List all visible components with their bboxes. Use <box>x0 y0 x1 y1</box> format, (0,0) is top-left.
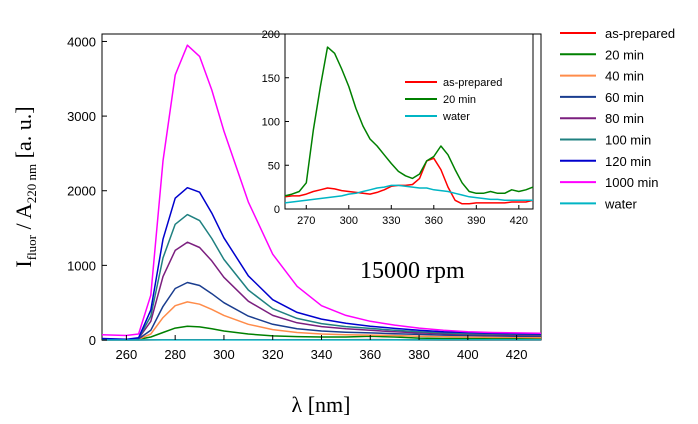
legend-label: 80 min <box>605 111 644 126</box>
legend-label: 120 min <box>605 154 651 169</box>
legend-label: as-prepared <box>605 26 675 41</box>
inset-legend: as-prepared 20 min water <box>405 77 502 123</box>
y-tick-label: 4000 <box>67 34 96 49</box>
legend-label: 1000 min <box>605 175 658 190</box>
inset-x-tick-label: 420 <box>510 215 528 227</box>
series-line-120-min <box>101 186 542 341</box>
y-axis-label: Ifluor / A220 nm [a. u.] <box>11 106 39 267</box>
x-tick-label: 260 <box>116 347 138 362</box>
legend-label: water <box>604 196 637 211</box>
main-legend: as-prepared 20 min 40 min 60 min 80 min 100 m… <box>560 26 675 211</box>
inset-plot-area <box>284 33 534 210</box>
series-line-100-min <box>101 213 542 341</box>
x-axis-label: λ [nm] <box>292 392 351 417</box>
inset-y-tick-label: 0 <box>274 204 280 216</box>
x-tick-label: 340 <box>311 347 333 362</box>
inset-series-line-water <box>284 184 533 204</box>
series-line-60-min <box>101 281 541 341</box>
rpm-annotation: 15000 rpm <box>360 258 465 284</box>
inset-x-tick-label: 390 <box>467 215 485 227</box>
legend-label: 60 min <box>605 90 644 105</box>
inset-y-tick-label: 100 <box>262 117 280 129</box>
legend-label: 20 min <box>605 47 644 62</box>
x-tick-label: 420 <box>506 347 528 362</box>
inset-y-tick-label: 50 <box>268 160 280 172</box>
series-line-80-min <box>101 241 542 341</box>
y-tick-label: 2000 <box>67 184 96 199</box>
x-tick-label: 300 <box>213 347 235 362</box>
x-tick-label: 320 <box>262 347 284 362</box>
x-tick-label: 400 <box>457 347 479 362</box>
inset-legend-label: water <box>442 111 470 123</box>
inset-x-tick-label: 360 <box>425 215 443 227</box>
x-tick-label: 280 <box>164 347 186 362</box>
inset-x-tick-label: 300 <box>340 215 358 227</box>
y-tick-label: 3000 <box>67 109 96 124</box>
inset-series-group <box>284 46 534 205</box>
inset-x-tick-label: 330 <box>382 215 400 227</box>
inset-y-tick-label: 150 <box>262 73 280 85</box>
legend-label: 40 min <box>605 69 644 84</box>
y-tick-label: 1000 <box>67 258 96 273</box>
x-tick-label: 360 <box>359 347 381 362</box>
series-line-40-min <box>101 301 542 341</box>
inset-x-tick-label: 270 <box>297 215 315 227</box>
x-tick-label: 380 <box>408 347 430 362</box>
y-tick-label: 0 <box>89 333 96 348</box>
series-line-1000-min <box>101 44 542 337</box>
inset-y-tick-label: 200 <box>262 29 280 41</box>
inset-legend-label: 20 min <box>443 94 476 106</box>
inset-series-line-20-min <box>284 46 534 197</box>
inset-legend-label: as-prepared <box>443 77 502 89</box>
inset-series-line-as-prepared <box>284 157 534 205</box>
legend-label: 100 min <box>605 133 651 148</box>
